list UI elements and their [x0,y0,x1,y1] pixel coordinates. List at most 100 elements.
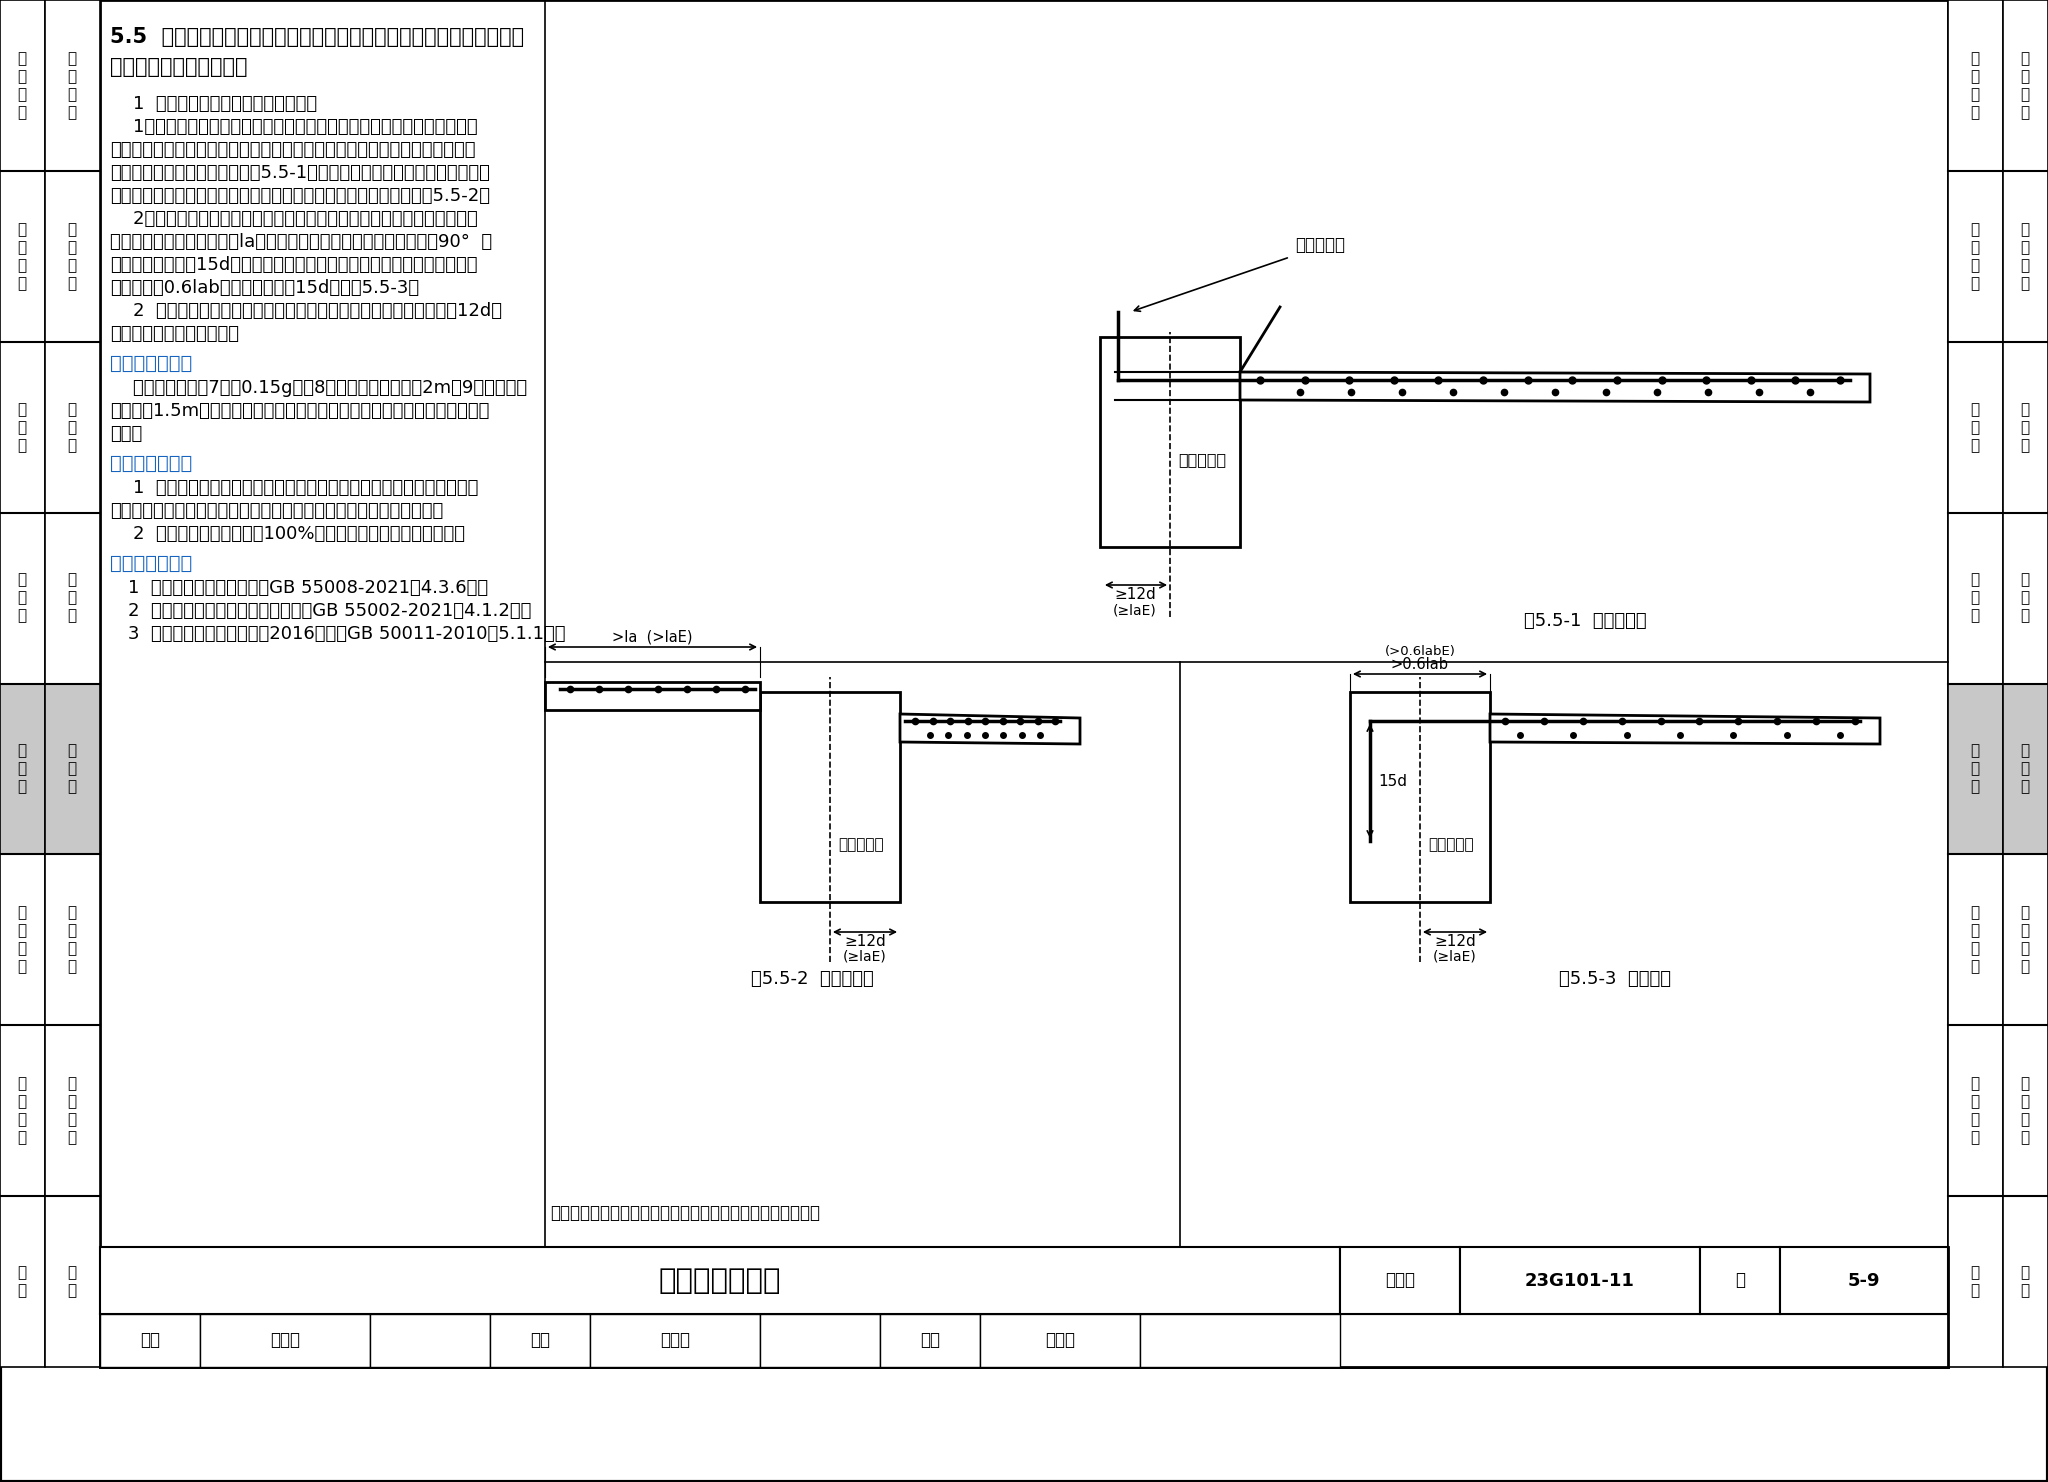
Bar [1141,1315,1339,1366]
Text: 图5.5-3  纯悬臂板: 图5.5-3 纯悬臂板 [1559,971,1671,988]
Text: 构: 构 [68,590,76,606]
Text: 造: 造 [68,780,76,794]
Bar [100,1315,201,1366]
Text: 构: 构 [1970,1112,1980,1128]
Text: 要求。: 要求。 [111,425,141,443]
Bar [1350,692,1491,903]
Text: 录: 录 [2021,1283,2030,1298]
Text: 造: 造 [2021,105,2030,120]
Text: 5-9: 5-9 [1847,1272,1880,1289]
Bar [45,513,100,683]
Text: 构: 构 [18,87,27,102]
Bar [45,855,100,1026]
Text: 墙: 墙 [68,437,76,452]
Text: 录: 录 [18,1283,27,1298]
Text: 造: 造 [2021,780,2030,794]
Text: 和: 和 [2021,240,2030,255]
Text: 点: 点 [68,276,76,290]
Text: 注：括号内数值用于需考虑竖向地震作用时（由设计判断）。: 注：括号内数值用于需考虑竖向地震作用时（由设计判断）。 [551,1203,819,1223]
Text: 构: 构 [68,87,76,102]
Text: 造: 造 [68,105,76,120]
Text: 15d: 15d [1378,774,1407,788]
Text: 支座中心线: 支座中心线 [1427,837,1475,852]
Text: 节: 节 [18,258,27,273]
Text: 构: 构 [18,1112,27,1128]
Bar [2003,170,2048,342]
Text: 点: 点 [1970,276,1980,290]
Bar [489,1315,590,1366]
Bar [0,683,45,855]
Text: 附: 附 [2021,1266,2030,1280]
Text: 入支座的长度应是多少？: 入支座的长度应是多少？ [111,56,248,77]
Text: 柱: 柱 [68,222,76,237]
Bar [881,1315,981,1366]
Text: 点: 点 [2021,276,2030,290]
Text: 附: 附 [68,1266,76,1280]
Text: 造: 造 [1970,959,1980,974]
Text: 构: 构 [1970,762,1980,777]
Text: 剪: 剪 [2021,402,2030,416]
Text: 基: 基 [68,906,76,920]
Text: 楼: 楼 [68,1076,76,1091]
Text: 构: 构 [68,1112,76,1128]
Text: 和: 和 [18,240,27,255]
Text: 点: 点 [18,276,27,290]
Text: 1）当悬臂板的悬挑长度较大且板面与内跨标高一致时，由于悬臂支座处: 1）当悬臂板的悬挑长度较大且板面与内跨标高一致时，由于悬臂支座处 [111,119,477,136]
Text: 造: 造 [18,959,27,974]
Text: 相关标准条文：: 相关标准条文： [111,554,193,574]
Bar [1780,1246,1948,1315]
Bar [1948,342,2003,513]
Text: 础: 础 [68,923,76,938]
Text: 构: 构 [2021,762,2030,777]
Bar [45,342,100,513]
Bar [1100,336,1239,547]
Text: 构: 构 [2021,87,2030,102]
Text: 板: 板 [2021,744,2030,759]
Text: 剪: 剪 [18,402,27,416]
Text: 页: 页 [1735,1272,1745,1289]
Bar [45,683,100,855]
Text: ≥12d: ≥12d [844,934,887,948]
Text: 2）无内跨纯悬臂板上部受力钢筋伸入支座内的锚固宜采用弯折锚固。当: 2）无内跨纯悬臂板上部受力钢筋伸入支座内的锚固宜采用弯折锚固。当 [111,210,477,228]
Text: 般: 般 [18,70,27,84]
Text: 设计注意事项：: 设计注意事项： [111,354,193,373]
Text: 1  悬臂构件的上部纵向钢筋是受力钢筋，因此要保证其在构件中的设计: 1 悬臂构件的上部纵向钢筋是受力钢筋，因此要保证其在构件中的设计 [111,479,479,496]
Text: 录: 录 [68,1283,76,1298]
Text: 和: 和 [1970,240,1980,255]
Bar [100,1246,1339,1315]
Text: 一: 一 [68,50,76,65]
Text: 楼: 楼 [1970,1076,1980,1091]
Text: 梁: 梁 [18,572,27,587]
Text: 附: 附 [18,1266,27,1280]
Bar [0,170,45,342]
Text: 造: 造 [68,609,76,624]
Text: 力: 力 [18,419,27,434]
Text: 一: 一 [1970,50,1980,65]
Text: 2  悬臂板下部配置构造钢筋时，该钢筋伸入支座内的长度应不小于12d，: 2 悬臂板下部配置构造钢筋时，该钢筋伸入支座内的长度应不小于12d， [111,302,502,320]
Text: 附: 附 [1970,1266,1980,1280]
Bar [1948,0,2003,170]
Text: 构: 构 [18,762,27,777]
Text: 力: 力 [2021,419,2030,434]
Text: 的负弯矩对内跨中有影响，当内跨跨度较小时，甚至会出现全跨均为负弯矩，: 的负弯矩对内跨中有影响，当内跨跨度较小时，甚至会出现全跨均为负弯矩， [111,141,475,159]
Text: 柱: 柱 [2021,222,2030,237]
Text: 造: 造 [68,959,76,974]
Bar [45,0,100,170]
Text: 梁上部纵筋: 梁上部纵筋 [1294,236,1346,253]
Text: 梁: 梁 [68,572,76,587]
Text: 一: 一 [18,50,27,65]
Bar [0,0,45,170]
Bar [201,1315,371,1366]
Bar [2003,342,2048,513]
Text: 肖军器: 肖军器 [1044,1331,1075,1350]
Text: 且至少伸至支座的中心线。: 且至少伸至支座的中心线。 [111,325,240,342]
Text: 础: 础 [18,923,27,938]
Polygon shape [899,714,1079,744]
Text: 基: 基 [18,906,27,920]
Text: 因此上部钢筋应通长配置，见图5.5-1。板面有高差时应采用分离式配置上部: 因此上部钢筋应通长配置，见图5.5-1。板面有高差时应采用分离式配置上部 [111,165,489,182]
Text: 3  《建筑抗震设计规范》（2016年版）GB 50011-2010第5.1.1条。: 3 《建筑抗震设计规范》（2016年版）GB 50011-2010第5.1.1条… [127,625,565,643]
Text: 支座宽度满足直线锚固长度la时，上部受力钢筋宜伸至支座远端向下90°  弯: 支座宽度满足直线锚固长度la时，上部受力钢筋宜伸至支座远端向下90° 弯 [111,233,492,250]
Text: 构: 构 [68,941,76,956]
Bar [1948,855,2003,1026]
Text: (≥laE): (≥laE) [1114,603,1157,617]
